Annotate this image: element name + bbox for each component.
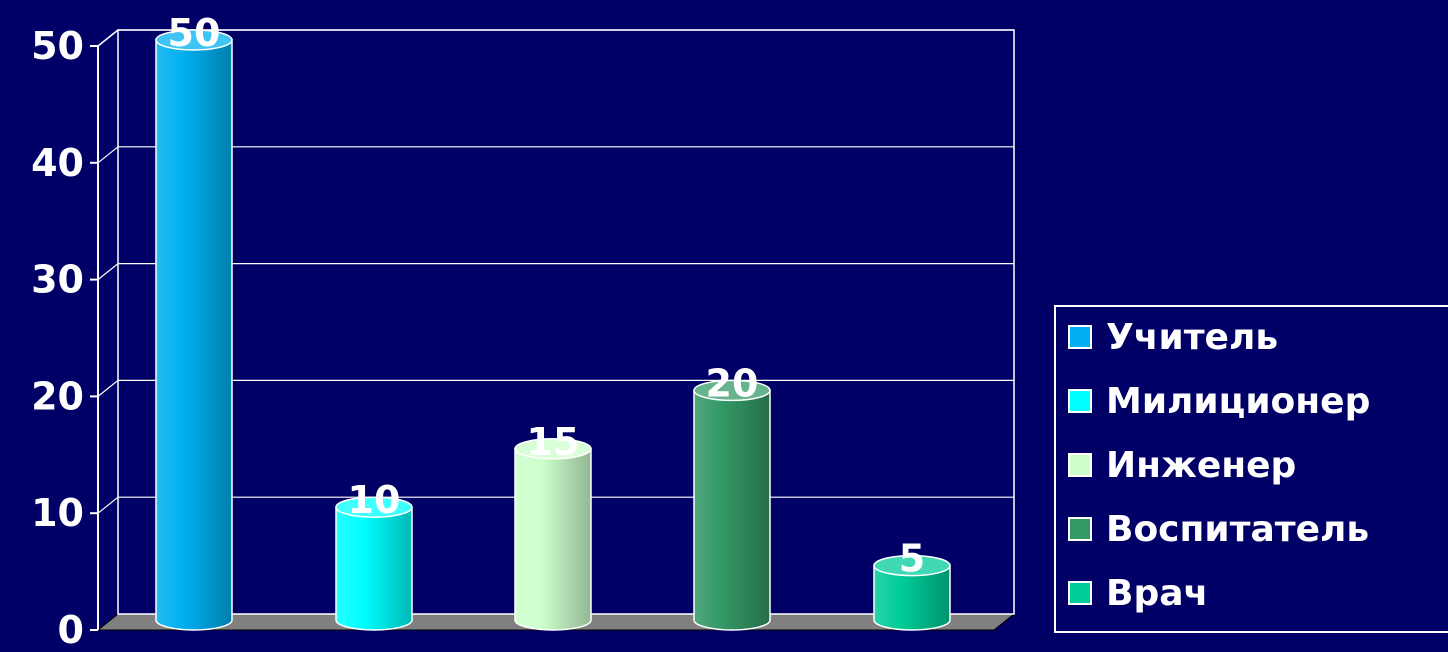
data-label: 10 xyxy=(348,478,401,522)
bar-top xyxy=(693,379,771,402)
y-tick-label: 0 xyxy=(58,608,84,652)
y-tick-label: 50 xyxy=(31,24,84,68)
legend-swatch xyxy=(1068,325,1092,349)
legend-swatch xyxy=(1068,389,1092,413)
gridline-side xyxy=(97,379,119,397)
bar-body xyxy=(873,564,951,631)
y-tick-label: 40 xyxy=(31,141,84,185)
bar-body xyxy=(693,389,771,631)
legend: Учитель Милиционер Инженер Воспитатель Врач xyxy=(1054,305,1448,633)
legend-label: Врач xyxy=(1106,572,1209,614)
legend-swatch xyxy=(1068,453,1092,477)
bar-4 xyxy=(693,379,771,631)
y-tick-label: 20 xyxy=(31,374,84,418)
bar-3 xyxy=(514,438,592,631)
bar-top xyxy=(335,496,413,518)
bar-5 xyxy=(873,554,951,631)
data-label: 20 xyxy=(706,361,759,405)
gridline-side xyxy=(97,29,119,47)
bar-top xyxy=(873,554,951,577)
bar-top xyxy=(155,29,233,51)
legend-label: Воспитатель xyxy=(1106,508,1370,550)
bar-body xyxy=(335,506,413,631)
legend-item: Учитель xyxy=(1068,311,1278,363)
legend-label: Милиционер xyxy=(1106,380,1371,422)
bar-body xyxy=(155,39,233,631)
data-label: 50 xyxy=(168,11,221,55)
legend-item: Инженер xyxy=(1068,439,1296,491)
y-tick-label: 10 xyxy=(31,491,84,535)
bar-1 xyxy=(155,29,233,631)
bar-body xyxy=(514,448,592,631)
legend-item: Милиционер xyxy=(1068,375,1370,427)
gridline-side xyxy=(97,496,119,514)
gridline-side xyxy=(97,146,119,164)
data-label: 15 xyxy=(527,420,580,464)
legend-item: Воспитатель xyxy=(1068,503,1369,555)
y-tick-label: 30 xyxy=(31,258,84,302)
legend-label: Инженер xyxy=(1106,444,1297,486)
bar-top xyxy=(514,438,592,460)
legend-label: Учитель xyxy=(1106,316,1279,358)
legend-swatch xyxy=(1068,581,1092,605)
bar-2 xyxy=(335,496,413,631)
legend-swatch xyxy=(1068,517,1092,541)
data-label: 5 xyxy=(899,537,925,581)
legend-item: Врач xyxy=(1068,567,1208,619)
gridline-side xyxy=(97,263,119,281)
